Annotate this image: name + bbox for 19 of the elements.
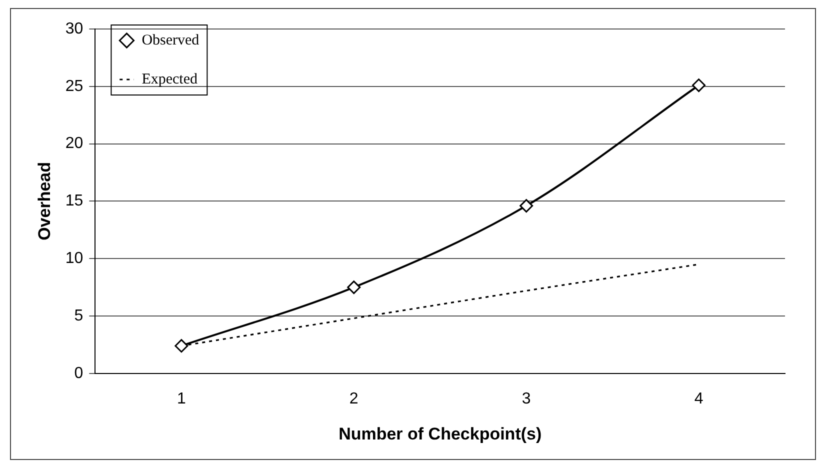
x-tick-label: 2 xyxy=(349,390,358,408)
y-tick-label: 5 xyxy=(74,307,84,324)
point xyxy=(520,199,534,213)
x-tick-label: 4 xyxy=(694,390,704,408)
y-tick-label: 10 xyxy=(65,250,84,268)
y-tick-label: 30 xyxy=(65,20,84,38)
x-axis-title: Number of Checkpoint(s) xyxy=(338,424,542,444)
point xyxy=(174,339,188,353)
legend-label: Expected xyxy=(142,71,198,88)
y-tick-label: 0 xyxy=(74,364,84,382)
y-axis-title: Overhead xyxy=(34,162,54,240)
x-tick-label: 1 xyxy=(176,390,186,408)
legend-label: Observed xyxy=(142,32,200,48)
point xyxy=(347,280,361,294)
y-tick-label: 25 xyxy=(65,78,84,95)
point xyxy=(692,78,706,92)
x-tick-label: 3 xyxy=(522,390,531,408)
y-tick-label: 20 xyxy=(65,135,84,152)
y-tick-label: 15 xyxy=(65,192,84,210)
